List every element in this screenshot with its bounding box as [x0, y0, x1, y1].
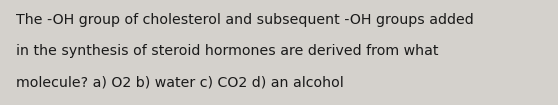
Text: molecule? a) O2 b) water c) CO2 d) an alcohol: molecule? a) O2 b) water c) CO2 d) an al… [16, 76, 343, 90]
Text: in the synthesis of steroid hormones are derived from what: in the synthesis of steroid hormones are… [16, 44, 438, 58]
Text: The -OH group of cholesterol and subsequent -OH groups added: The -OH group of cholesterol and subsequ… [16, 13, 473, 27]
